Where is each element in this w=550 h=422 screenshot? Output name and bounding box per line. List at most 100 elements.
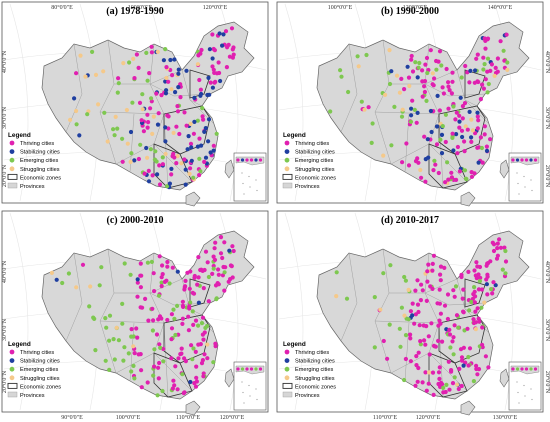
city-dot — [198, 87, 203, 92]
city-dot — [473, 309, 478, 314]
city-dot — [145, 125, 150, 130]
city-dot — [415, 302, 421, 307]
latitude-tick: 40°0'0"N — [544, 261, 550, 284]
city-dot — [175, 269, 180, 274]
city-dot — [419, 282, 424, 287]
city-dot — [466, 269, 471, 274]
legend-swatch — [284, 358, 290, 363]
city-dot — [476, 287, 481, 292]
city-dot — [216, 272, 221, 277]
city-dot — [230, 244, 235, 249]
city-dot — [470, 296, 475, 301]
city-dot — [170, 386, 175, 391]
legend-swatch — [284, 140, 290, 146]
city-dot — [493, 283, 498, 288]
city-dot — [199, 143, 204, 148]
city-dot — [408, 359, 413, 364]
city-dot — [503, 248, 508, 254]
city-dot — [206, 75, 211, 80]
city-dot — [136, 65, 141, 70]
city-dot — [425, 70, 430, 76]
city-dot — [409, 113, 414, 118]
city-dot — [447, 88, 452, 93]
city-dot — [441, 91, 446, 96]
city-dot — [425, 137, 430, 142]
city-dot — [203, 249, 209, 254]
city-dot — [196, 323, 201, 328]
city-dot — [156, 376, 161, 381]
city-dot — [187, 171, 192, 176]
city-dot — [515, 158, 520, 162]
city-dot — [175, 154, 180, 159]
legend-label: Provinces — [295, 184, 320, 190]
city-dot — [475, 126, 480, 131]
city-dot — [102, 110, 107, 115]
city-dot — [402, 313, 407, 318]
city-dot — [126, 351, 131, 356]
city-dot — [485, 56, 491, 61]
city-dot — [129, 151, 134, 156]
city-dot — [197, 156, 202, 161]
legend-label: Economic zones — [295, 175, 336, 181]
city-dot — [453, 284, 459, 289]
city-dot — [146, 168, 151, 173]
city-dot — [78, 53, 83, 58]
city-dot — [476, 272, 481, 277]
city-dot — [419, 175, 424, 180]
city-dot — [438, 137, 443, 142]
city-dot — [230, 275, 235, 280]
city-dot — [138, 261, 143, 266]
map-panel: (d) 2010-2017 Legend Thriving cities Stabil… — [276, 210, 544, 416]
city-dot — [229, 26, 235, 31]
legend-swatch — [282, 173, 293, 180]
city-dot — [189, 343, 194, 348]
city-dot — [406, 163, 412, 168]
city-dot — [249, 367, 254, 371]
city-dot — [524, 367, 529, 371]
city-dot — [152, 289, 157, 294]
longitude-tick: 120°0'0"E — [416, 414, 441, 421]
island-dot — [516, 381, 518, 383]
city-dot — [416, 309, 421, 315]
city-dot — [207, 92, 212, 97]
city-dot — [132, 76, 137, 81]
city-dot — [211, 143, 216, 148]
city-dot — [414, 120, 419, 125]
city-dot — [151, 271, 156, 276]
legend-label: Struggling cities — [295, 167, 335, 173]
city-dot — [529, 158, 533, 162]
city-dot — [135, 335, 140, 340]
city-dot — [206, 139, 211, 144]
city-dot — [434, 142, 440, 147]
city-dot — [483, 46, 488, 51]
legend-label: Emerging cities — [20, 158, 58, 164]
city-dot — [471, 320, 477, 326]
city-dot — [195, 144, 200, 149]
city-dot — [415, 110, 420, 115]
city-dot — [443, 112, 448, 117]
city-dot — [198, 169, 203, 174]
latitude-tick: 40°0'0"N — [544, 51, 550, 74]
city-dot — [159, 93, 164, 98]
city-dot — [211, 360, 216, 365]
city-dot — [74, 71, 79, 76]
city-dot — [230, 47, 235, 52]
island-dot — [523, 175, 525, 178]
city-dot — [481, 55, 486, 60]
city-dot — [206, 299, 211, 304]
city-dot — [164, 88, 169, 93]
city-dot — [181, 391, 186, 396]
city-dot — [197, 136, 202, 141]
city-dot — [422, 338, 427, 343]
city-dot — [467, 109, 472, 114]
city-dot — [149, 96, 154, 101]
city-dot — [482, 62, 487, 67]
city-dot — [383, 92, 388, 97]
city-dot — [484, 144, 489, 149]
city-dot — [457, 366, 462, 371]
city-dot — [495, 246, 500, 251]
city-dot — [505, 60, 510, 65]
city-dot — [134, 52, 139, 57]
city-dot — [469, 135, 474, 140]
city-dot — [120, 321, 125, 326]
